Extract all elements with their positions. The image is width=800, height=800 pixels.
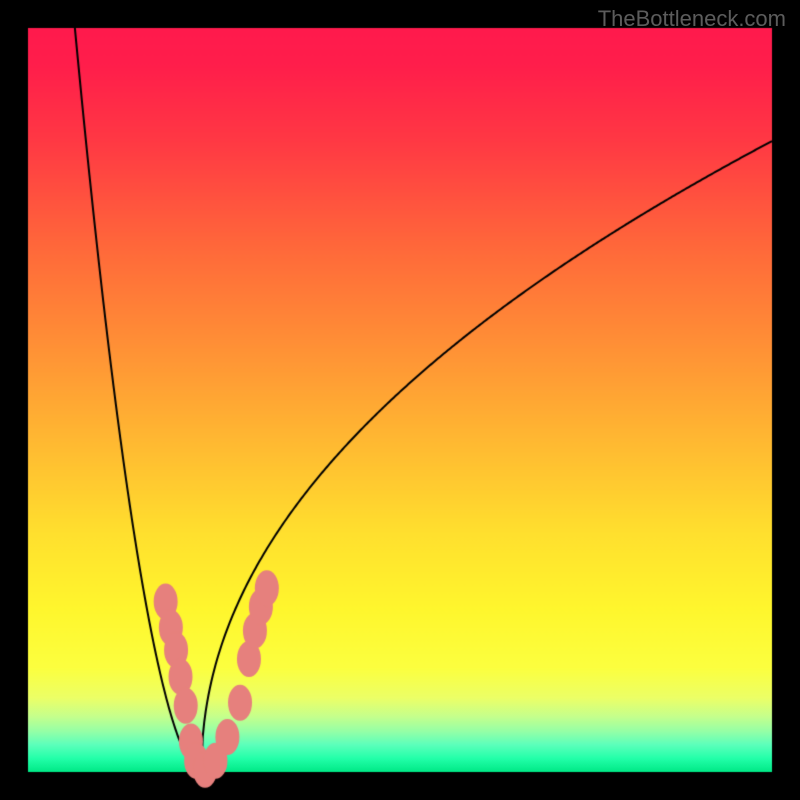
bottleneck-chart-canvas xyxy=(0,0,800,800)
